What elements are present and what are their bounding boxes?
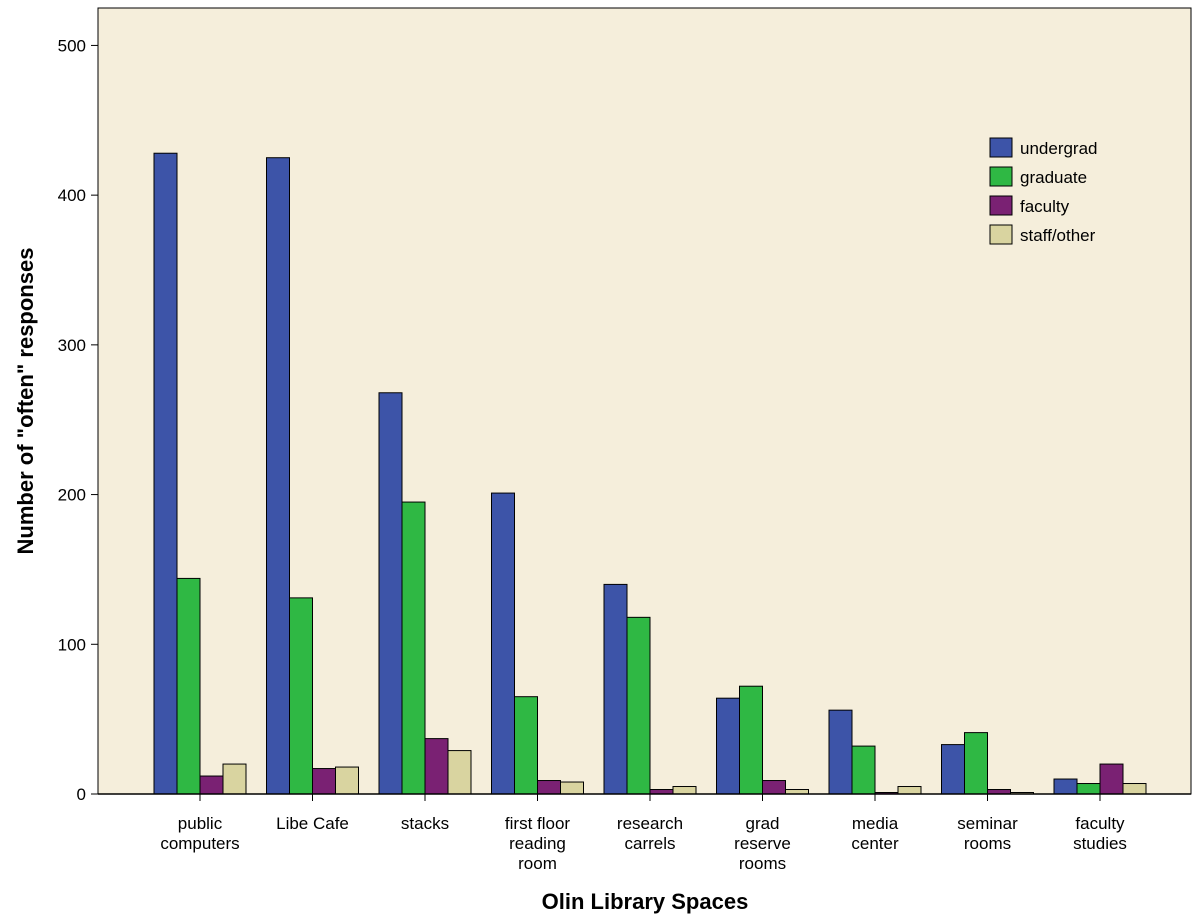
bar-graduate-6 — [851, 745, 876, 795]
bar-graduate-7 — [964, 732, 988, 795]
x-axis-title: Olin Library Spaces — [542, 889, 749, 914]
bar-staff-other-0 — [222, 763, 247, 795]
y-tick-label: 200 — [58, 486, 86, 505]
x-category-label-line: studies — [1073, 834, 1127, 853]
bar-staff-other-2 — [447, 750, 472, 795]
x-category-label: public computers — [160, 814, 239, 853]
bar-graduate-4 — [626, 616, 651, 795]
legend-swatch — [989, 166, 1013, 187]
y-axis: 0 100 200 300 400 500 — [58, 36, 98, 804]
x-category-label: first floor reading room — [505, 814, 571, 873]
bar-staff-other-3 — [560, 781, 584, 795]
y-axis-title: Number of "often" responses — [13, 248, 38, 555]
bar-staff-other-8 — [1122, 783, 1147, 795]
x-category-label-line: computers — [160, 834, 239, 853]
x-category-label-line: grad — [745, 814, 779, 833]
bar-undergrad-1 — [266, 157, 290, 795]
bar-graduate-5 — [739, 685, 763, 795]
x-category-label-line: first floor — [505, 814, 571, 833]
y-tick-label: 500 — [58, 36, 86, 55]
bar-graduate-1 — [289, 597, 313, 795]
legend-swatch — [989, 137, 1013, 158]
x-category-label: faculty studies — [1073, 814, 1127, 853]
x-category-label-line: faculty — [1075, 814, 1125, 833]
x-category-label-line: room — [518, 854, 557, 873]
x-category-label-line: public — [178, 814, 223, 833]
bar-faculty-1 — [312, 768, 336, 795]
bar-staff-other-4 — [672, 786, 697, 795]
legend: undergrad graduate faculty staff/other — [989, 137, 1098, 245]
x-category-label-line: reserve — [734, 834, 791, 853]
x-category-label-line: research — [617, 814, 683, 833]
legend-swatch — [989, 224, 1013, 245]
x-category-label-line: center — [851, 834, 899, 853]
x-category-label: media center — [851, 814, 899, 853]
bar-undergrad-5 — [716, 697, 740, 795]
bar-undergrad-3 — [491, 492, 515, 795]
x-category-label-line: rooms — [964, 834, 1011, 853]
legend-label: graduate — [1020, 168, 1087, 187]
bar-faculty-2 — [424, 738, 449, 795]
y-tick-label: 400 — [58, 186, 86, 205]
bar-undergrad-6 — [828, 709, 853, 795]
bar-graduate-8 — [1076, 783, 1101, 795]
bar-staff-other-1 — [335, 766, 359, 795]
y-tick-label: 300 — [58, 336, 86, 355]
legend-swatch — [989, 195, 1013, 216]
legend-label: faculty — [1020, 197, 1070, 216]
x-category-label: research carrels — [617, 814, 683, 853]
bar-undergrad-0 — [153, 152, 178, 795]
bar-undergrad-8 — [1053, 778, 1078, 795]
x-category-label: stacks — [401, 814, 449, 833]
bar-graduate-2 — [401, 501, 426, 795]
bar-graduate-0 — [176, 577, 201, 795]
x-category-label-line: stacks — [401, 814, 449, 833]
bar-faculty-3 — [537, 780, 561, 795]
legend-label: undergrad — [1020, 139, 1098, 158]
x-category-label-line: Libe Cafe — [276, 814, 349, 833]
x-category-label: grad reserve rooms — [734, 814, 791, 873]
bar-faculty-0 — [199, 775, 224, 795]
bars-group — [153, 152, 1147, 795]
bar-graduate-3 — [514, 696, 538, 795]
x-category-label-line: seminar — [957, 814, 1018, 833]
bar-undergrad-7 — [941, 744, 965, 795]
y-tick-label: 100 — [58, 635, 86, 654]
legend-label: staff/other — [1020, 226, 1096, 245]
bar-undergrad-4 — [603, 583, 628, 795]
x-category-label: Libe Cafe — [276, 814, 349, 833]
x-category-label-line: carrels — [624, 834, 675, 853]
bar-faculty-5 — [762, 780, 786, 795]
bar-staff-other-6 — [897, 786, 922, 795]
x-category-label-line: reading — [509, 834, 566, 853]
x-axis: public computers Libe Cafe stacks first floo… — [98, 793, 1191, 873]
bar-undergrad-2 — [378, 392, 403, 795]
x-category-label-line: media — [852, 814, 899, 833]
y-tick-label: 0 — [77, 785, 86, 804]
x-category-label-line: rooms — [739, 854, 786, 873]
bar-faculty-8 — [1099, 763, 1124, 795]
x-category-label: seminar rooms — [957, 814, 1018, 853]
